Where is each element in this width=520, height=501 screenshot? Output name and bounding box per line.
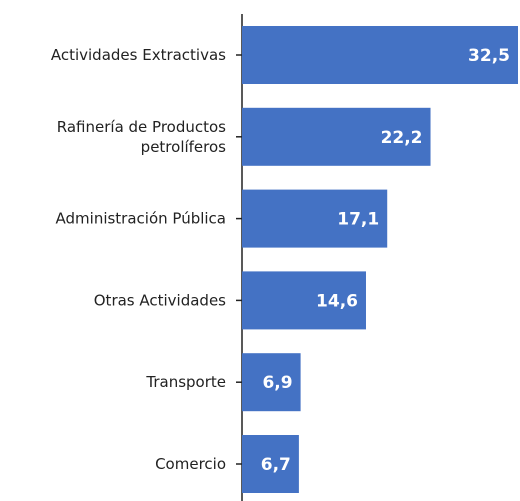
bar [242, 107, 431, 166]
y-tick-label: Administración Pública [56, 209, 226, 227]
value-label: 6,7 [261, 455, 291, 475]
value-label: 6,9 [262, 373, 292, 393]
y-tick-label: Comercio [155, 455, 226, 473]
y-tick-label: Otras Actividades [94, 291, 226, 309]
y-tick-label: Transporte [145, 373, 226, 391]
bar [242, 26, 518, 84]
y-tick-label: Rafinería de Productos petrolíferos [57, 117, 226, 155]
value-label: 22,2 [381, 128, 423, 148]
value-label: 32,5 [468, 46, 510, 66]
value-label: 14,6 [316, 291, 358, 311]
value-label: 17,1 [337, 210, 379, 230]
y-tick-label: Actividades Extractivas [51, 46, 226, 64]
bar [242, 189, 388, 248]
bar [242, 435, 299, 493]
bar [242, 353, 301, 412]
bar [242, 271, 366, 330]
